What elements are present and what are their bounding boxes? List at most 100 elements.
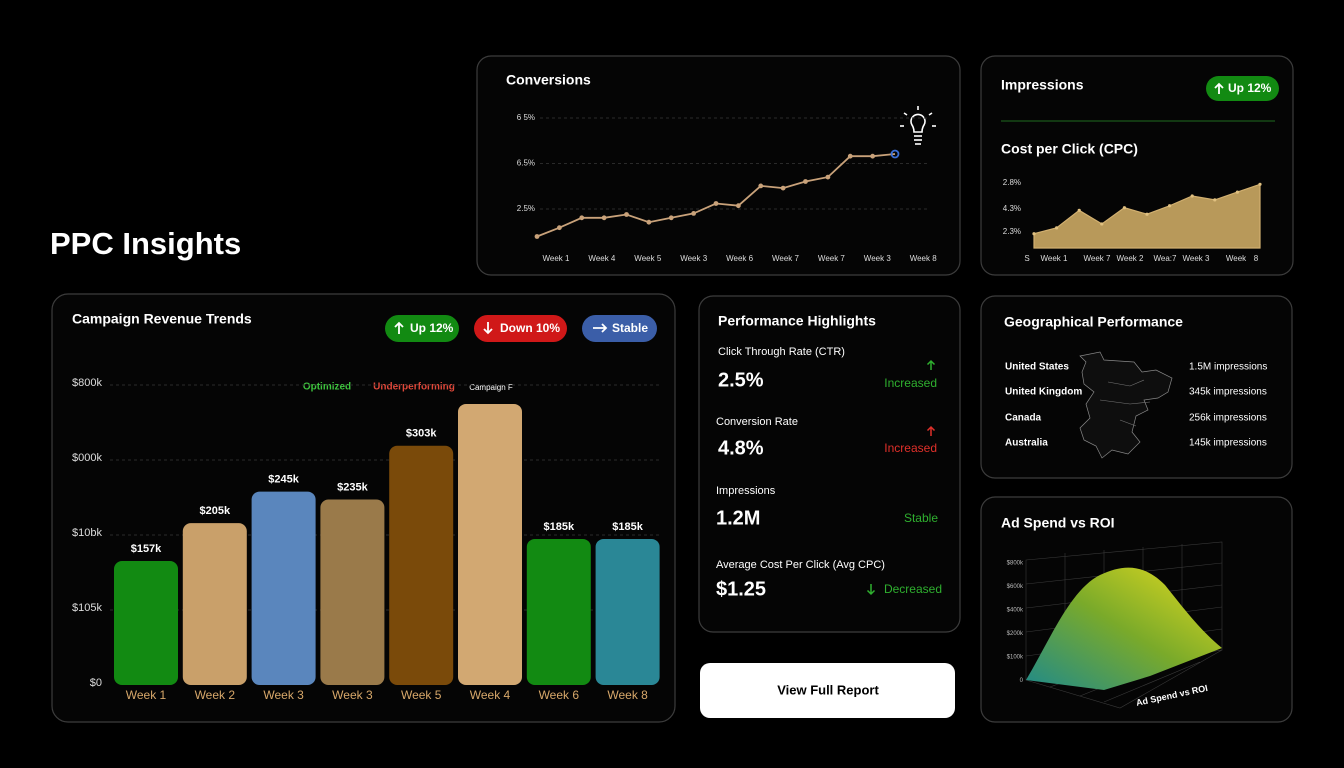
metric-status: Increased <box>884 376 937 390</box>
point <box>713 201 719 206</box>
map-borders <box>1099 379 1151 427</box>
x-tick-label: Week 3 <box>1183 254 1211 263</box>
conversions-chart: 6 5% 6.5% 2.5% Week 1 Week 4 Week 5 Week 3 Week… <box>517 113 937 263</box>
conversions-card <box>476 55 961 276</box>
point <box>870 153 876 159</box>
bar <box>251 491 316 685</box>
metric-label: Impressions <box>716 485 776 497</box>
y-tick-label: 0 <box>1020 678 1024 684</box>
x-tick-label: Wea:7 <box>1154 254 1178 263</box>
y-tick-label: $800k <box>1007 561 1024 567</box>
card-title: Impressions <box>1001 77 1084 93</box>
badge-text: Down 10% <box>500 321 560 335</box>
y-tick-label: $600k <box>1007 584 1024 590</box>
value-label: $245k <box>268 473 299 485</box>
x-tick-label: Week 2 <box>1117 254 1145 263</box>
value-label: $205k <box>200 505 231 517</box>
country: Australia <box>1005 438 1048 449</box>
point <box>1190 194 1194 198</box>
value-label: $185k <box>544 521 575 533</box>
badge <box>474 315 567 342</box>
metric-status: Decreased <box>884 582 942 596</box>
country-impressions: 1.5M impressions <box>1189 362 1267 373</box>
badge-text: Up 12% <box>410 321 454 335</box>
annotation: Underperforming <box>373 382 455 393</box>
badge-text: Stable <box>612 321 648 335</box>
point <box>601 215 607 221</box>
point <box>825 174 831 180</box>
card-title: Campaign Revenue Trends <box>72 311 252 327</box>
x-tick-label: Week 1 <box>1041 254 1069 263</box>
point <box>803 179 808 184</box>
annotation: Campaign F <box>469 383 513 392</box>
badge <box>385 315 459 342</box>
country: Canada <box>1005 413 1042 424</box>
metric-value: 1.2M <box>716 507 760 529</box>
point <box>847 153 853 159</box>
arrow-icon <box>926 425 936 436</box>
point <box>1168 204 1172 208</box>
metric-status: Increased <box>884 441 937 455</box>
page-title: PPC Insights <box>50 226 241 261</box>
y-tick-label: $000k <box>72 452 102 464</box>
bulb-icon <box>900 106 936 145</box>
metric-value: $1.25 <box>716 578 766 600</box>
y-tick-label: $200k <box>1007 631 1024 637</box>
country: United States <box>1005 362 1069 373</box>
metric-value: 2.5% <box>718 369 764 391</box>
x-tick-label: Week 2 <box>195 688 236 702</box>
x-tick-label: Week 3 <box>680 254 708 263</box>
x-tick-label: Week 3 <box>263 688 304 702</box>
x-tick-label: Week 4 <box>470 688 511 702</box>
bar <box>182 523 247 685</box>
arrow-icon <box>394 321 404 334</box>
y-tick-label: $100k <box>1007 655 1024 661</box>
y-tick-label: 6 5% <box>517 113 535 122</box>
country-impressions: 256k impressions <box>1189 413 1267 424</box>
metric-status: Stable <box>904 511 938 525</box>
point <box>1145 212 1149 216</box>
view-report-button[interactable] <box>700 663 955 718</box>
bar <box>320 499 385 685</box>
chart-title: Cost per Click (CPC) <box>1001 141 1138 157</box>
x-tick-label: Week <box>1226 254 1247 263</box>
x-tick-label: Week 3 <box>864 254 892 263</box>
y-tick-label: $105k <box>72 602 102 614</box>
x-tick-label: Week 4 <box>588 254 616 263</box>
bar <box>458 403 522 685</box>
surface <box>1026 567 1222 690</box>
point <box>646 219 652 225</box>
value-label: $303k <box>406 428 437 440</box>
x-tick-label: 8 <box>1254 254 1259 263</box>
y-tick-label: 4.3% <box>1003 204 1021 213</box>
value-label: $157k <box>131 543 162 555</box>
point <box>691 211 697 216</box>
card-title: Ad Spend vs ROI <box>1001 515 1115 531</box>
bar <box>595 538 660 685</box>
badge-text: Up 12% <box>1228 81 1272 95</box>
point <box>579 215 585 221</box>
point <box>1100 222 1104 226</box>
button-label[interactable]: View Full Report <box>777 682 879 697</box>
y-tick-label: $800k <box>72 377 102 389</box>
arrow-icon <box>866 584 876 596</box>
point <box>1055 226 1059 230</box>
country: United Kingdom <box>1005 387 1082 398</box>
card-title: Conversions <box>506 72 591 88</box>
card-title: Performance Highlights <box>718 313 876 329</box>
point <box>735 203 741 209</box>
x-tick-label: Week 8 <box>607 688 648 702</box>
x-tick-label: Week 7 <box>818 254 846 263</box>
map-outline <box>1079 351 1173 459</box>
point <box>1032 232 1036 236</box>
area <box>1033 183 1261 249</box>
point <box>556 225 562 231</box>
x-tick-label: Week 7 <box>772 254 800 263</box>
x-tick-label: Week 1 <box>126 688 167 702</box>
annotation: Optimized <box>303 382 351 393</box>
y-tick-label: 2.8% <box>1003 178 1021 187</box>
performance-card <box>698 295 961 633</box>
metric-value: 4.8% <box>718 437 764 459</box>
